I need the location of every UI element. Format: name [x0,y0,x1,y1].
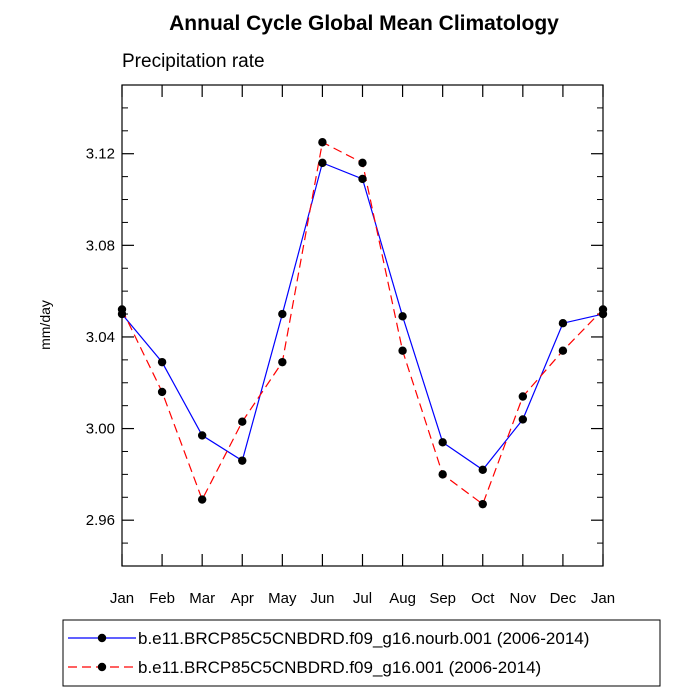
series-layer [117,138,608,509]
chart-title: Annual Cycle Global Mean Climatology [169,12,559,35]
x-tick-label: Jan [110,590,134,607]
data-point-s1 [278,309,287,319]
data-point-s2 [238,417,247,426]
series-line-1 [121,162,604,471]
data-point-s2 [438,470,447,479]
x-tick-label: Dec [550,590,577,607]
y-tick-label: 3.08 [86,237,115,254]
data-point-s2 [117,305,127,314]
x-tick-label: Jul [353,590,372,607]
plot-frame [121,84,604,567]
x-tick-label: Jan [591,590,615,607]
legend-box [62,619,661,687]
legend-marker-1 [97,633,107,643]
y-tick-label: 3.04 [86,329,115,346]
y-tick-label: 2.96 [86,512,115,529]
y-axis-label: mm/day [37,300,53,350]
data-point-s2 [598,305,608,314]
x-tick-label: Oct [471,590,495,607]
data-point-s2 [318,138,327,147]
x-tick-label: Jun [310,590,334,607]
series-line-2 [121,141,604,506]
data-point-s2 [558,346,568,355]
data-point-s1 [558,319,568,328]
data-point-s2 [518,392,528,401]
y-tick-label: 3.00 [86,421,115,438]
legend-label-1: b.e11.BRCP85C5CNBDRD.f09_g16.nourb.001 (… [138,629,589,648]
data-point-s1 [438,438,447,447]
x-tick-label: Nov [509,590,536,607]
legend-label-2: b.e11.BRCP85C5CNBDRD.f09_g16.001 (2006-2… [138,658,541,677]
data-point-s1 [157,357,167,367]
data-point-s1 [398,312,407,321]
x-tick-label: Apr [231,590,254,607]
x-tick-label: May [268,590,297,607]
x-tick-label: Mar [189,590,215,607]
data-point-s2 [478,499,487,509]
chart-subtitle: Precipitation rate [122,51,265,72]
data-point-s2 [197,495,207,504]
data-point-s2 [157,387,167,397]
data-point-s1 [197,431,207,440]
x-tick-label: Sep [429,590,456,607]
axis-ticks: 2.96 3.00 3.04 3.08 3.12 Jan Feb Mar Apr May Jun Ju… [86,84,615,607]
data-point-s1 [478,465,487,474]
data-point-s1 [358,174,367,184]
data-point-s2 [358,158,367,168]
x-tick-label: Feb [149,590,175,607]
data-point-s2 [398,346,407,355]
x-tick-label: Aug [389,590,416,607]
data-point-s1 [238,456,247,465]
data-point-s2 [278,357,287,367]
legend-marker-2 [97,662,107,672]
legend: b.e11.BRCP85C5CNBDRD.f09_g16.nourb.001 (… [68,629,589,677]
data-point-s1 [518,415,528,424]
y-tick-label: 3.12 [86,146,115,163]
data-point-s1 [318,158,327,168]
